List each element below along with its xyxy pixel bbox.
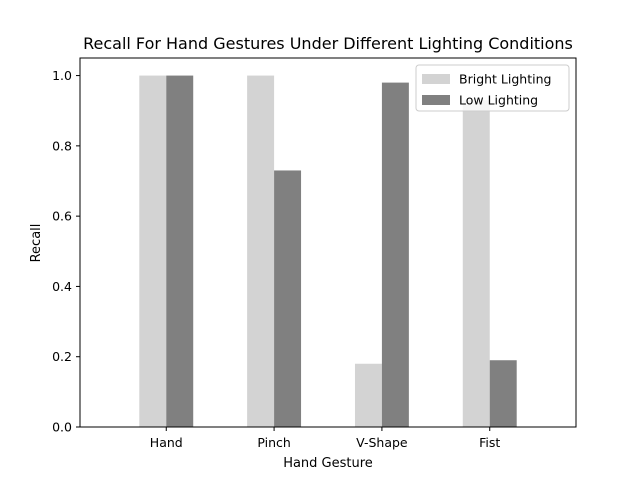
- legend-swatch-bright-lighting: [422, 74, 450, 84]
- y-tick-label: 0.0: [52, 420, 72, 435]
- y-tick-label: 0.6: [52, 209, 72, 224]
- bar-bright-lighting-pinch: [247, 75, 275, 427]
- x-tick-label: V-Shape: [356, 435, 408, 450]
- x-tick-label: Hand: [150, 435, 183, 450]
- bar-low-lighting-pinch: [274, 170, 302, 427]
- y-tick-label: 1.0: [52, 68, 72, 83]
- bar-bright-lighting-v-shape: [354, 363, 382, 427]
- y-tick-label: 0.4: [52, 279, 72, 294]
- axes-layer: 0.0 0.2 0.4 0.6 0.8 1.0 Hand Pinch V-Shape Fist: [52, 57, 577, 450]
- legend-label-low-lighting: Low Lighting: [459, 93, 538, 108]
- y-tick-label: 0.2: [52, 349, 72, 364]
- legend-swatch-low-lighting: [422, 95, 450, 105]
- bar-bright-lighting-fist: [462, 100, 490, 428]
- bar-low-lighting-v-shape: [381, 82, 409, 427]
- legend-box: [415, 64, 570, 112]
- bar-bright-lighting-hand: [139, 75, 167, 427]
- x-axis-label: Hand Gesture: [283, 456, 373, 471]
- y-axis-label: Recall: [29, 224, 44, 263]
- x-tick-label: Fist: [479, 435, 500, 450]
- bars-layer: [139, 75, 517, 428]
- plot-frame: [79, 57, 577, 428]
- legend-label-bright-lighting: Bright Lighting: [459, 72, 551, 87]
- y-tick-label: 0.8: [52, 138, 72, 153]
- legend: Bright Lighting Low Lighting: [415, 64, 570, 112]
- bar-low-lighting-hand: [166, 75, 194, 427]
- bar-low-lighting-fist: [489, 360, 517, 427]
- chart-title: Recall For Hand Gestures Under Different…: [83, 34, 573, 53]
- x-tick-label: Pinch: [257, 435, 290, 450]
